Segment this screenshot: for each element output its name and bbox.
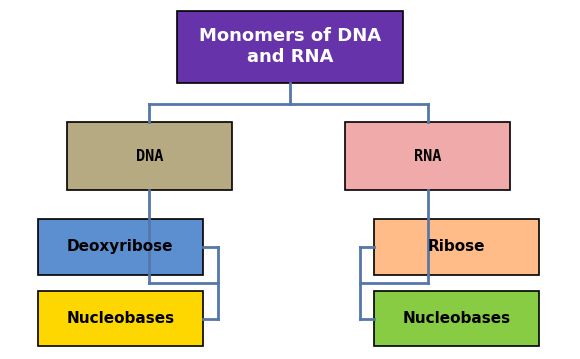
Text: Monomers of DNA
and RNA: Monomers of DNA and RNA xyxy=(199,27,381,66)
Text: Deoxyribose: Deoxyribose xyxy=(67,239,173,254)
FancyBboxPatch shape xyxy=(374,219,539,275)
FancyBboxPatch shape xyxy=(67,122,232,190)
FancyBboxPatch shape xyxy=(345,122,510,190)
Text: Nucleobases: Nucleobases xyxy=(66,311,175,326)
FancyBboxPatch shape xyxy=(38,219,203,275)
Text: RNA: RNA xyxy=(414,149,441,164)
Text: DNA: DNA xyxy=(136,149,163,164)
Text: Ribose: Ribose xyxy=(428,239,485,254)
Text: Nucleobases: Nucleobases xyxy=(403,311,511,326)
FancyBboxPatch shape xyxy=(374,291,539,346)
FancyBboxPatch shape xyxy=(177,11,403,83)
FancyBboxPatch shape xyxy=(38,291,203,346)
